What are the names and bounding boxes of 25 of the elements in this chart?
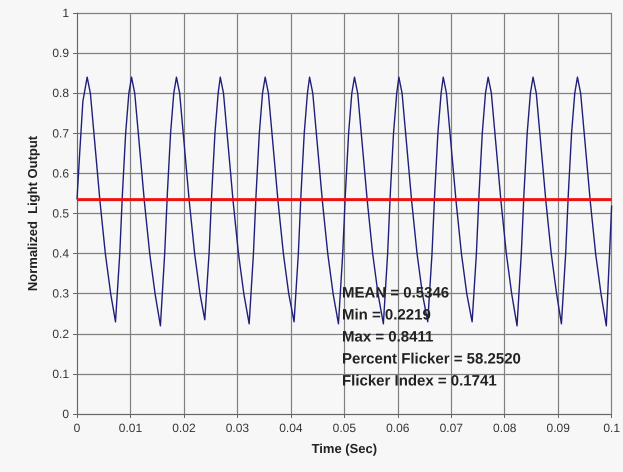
x-tick-label: 0.01 — [118, 421, 142, 435]
y-tick-label: 0.2 — [52, 326, 70, 341]
x-tick-label: 0 — [74, 421, 81, 435]
y-tick-label: 0.8 — [52, 86, 70, 100]
x-tick-label: 0.05 — [332, 421, 356, 435]
x-tick-label: 0.03 — [226, 421, 250, 435]
y-tick-label: 0.1 — [52, 366, 70, 381]
line-series — [76, 76, 612, 326]
y-tick-label: 0.4 — [52, 246, 70, 261]
y-tick-label: 0.9 — [52, 46, 70, 60]
x-tick-label: 0.08 — [493, 421, 517, 435]
x-tick-label: 0.1 — [603, 421, 620, 435]
x-tick-label: 0.09 — [546, 421, 570, 435]
x-tick-label: 0.06 — [386, 421, 410, 435]
y-tick-label: 0.3 — [52, 286, 70, 301]
y-tick-label: 0 — [62, 407, 70, 421]
x-tick-label: 0.02 — [172, 421, 196, 435]
x-axis-title: Time (Sec) — [312, 441, 378, 456]
x-tick-label: 0.04 — [279, 421, 303, 435]
y-tick-label: 0.7 — [52, 126, 70, 140]
x-tick-label: 0.07 — [440, 421, 464, 435]
y-tick-label: 1 — [62, 6, 70, 20]
y-tick-label: 0.6 — [52, 166, 70, 180]
y-tick-label: 0.5 — [52, 206, 70, 220]
y-axis-title: Normalized Light Output — [25, 135, 40, 292]
